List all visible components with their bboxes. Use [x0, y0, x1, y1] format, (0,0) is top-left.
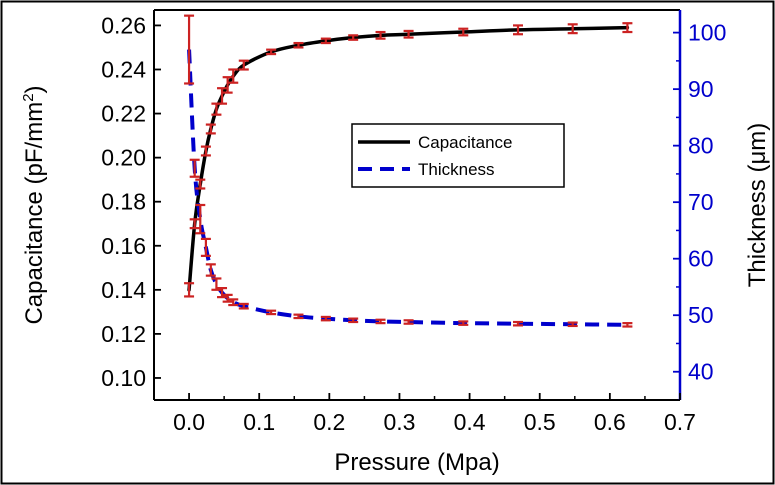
error-bar-thickness-11	[293, 313, 304, 320]
y-left-tick-label: 0.26	[101, 12, 146, 38]
error-bar-thickness-8	[228, 298, 239, 307]
error-bar-thickness-7	[222, 293, 233, 303]
error-bar-thickness-2	[195, 203, 206, 235]
legend-box	[351, 123, 565, 188]
y-right-tick-label: 50	[688, 302, 714, 328]
y-left-tick-label: 0.24	[101, 56, 146, 82]
error-bar-capacitance-3	[200, 145, 211, 157]
error-bar-thickness-18	[567, 321, 578, 328]
error-bar-capacitance-1	[189, 218, 200, 230]
error-bar-thickness-17	[512, 320, 523, 327]
y-right-tick-label: 90	[688, 76, 714, 102]
error-bar-capacitance-7	[222, 76, 233, 94]
x-axis-title: Pressure (Mpa)	[334, 449, 499, 476]
error-bar-thickness-3	[200, 237, 211, 257]
x-tick-label: 0.3	[383, 409, 415, 435]
series-layer	[184, 14, 633, 328]
x-tick-label: 0.1	[243, 409, 275, 435]
y-right-tick-label: 40	[688, 359, 714, 385]
error-bar-capacitance-8	[228, 68, 239, 84]
y-left-title-sup: 2	[20, 93, 37, 101]
error-bar-thickness-4	[205, 263, 216, 277]
error-bar-capacitance-13	[348, 34, 359, 41]
error-bar-thickness-1	[189, 158, 200, 178]
error-bar-capacitance-2	[195, 178, 206, 190]
x-tick-label: 0.2	[313, 409, 345, 435]
error-bar-capacitance-12	[320, 37, 331, 45]
error-bar-capacitance-0	[184, 282, 195, 298]
legend: Capacitance Thickness	[351, 123, 565, 188]
error-bar-thickness-0	[184, 14, 195, 85]
y-right-tick-label: 70	[688, 189, 714, 215]
error-bar-thickness-5	[211, 277, 222, 291]
error-bar-capacitance-11	[293, 41, 304, 49]
error-bar-capacitance-14	[375, 30, 386, 40]
y-left-tick-label: 0.10	[101, 365, 146, 391]
error-bar-thickness-19	[622, 322, 633, 328]
error-bar-thickness-12	[320, 315, 331, 322]
error-bar-capacitance-10	[266, 48, 277, 56]
error-bar-capacitance-19	[622, 22, 633, 34]
error-bar-capacitance-9	[238, 59, 249, 71]
y-left-tick-label: 0.18	[101, 189, 146, 215]
legend-label-capacitance: Capacitance	[418, 133, 513, 152]
error-bar-capacitance-15	[403, 29, 414, 39]
error-bar-capacitance-16	[458, 27, 469, 37]
y-left-tick-label: 0.12	[101, 321, 146, 347]
y-left-title-main: Capacitance (pF/mm	[21, 102, 48, 325]
error-bar-thickness-13	[348, 317, 359, 324]
axes-layer: 0.0 0.1 0.2 0.3 0.4 0.5 0.6 0.7 0.10 0.12 0.14 0.16…	[20, 9, 771, 476]
error-bar-capacitance-17	[512, 24, 523, 36]
y-right-tick-label: 100	[688, 20, 726, 46]
error-bar-thickness-10	[266, 309, 277, 316]
error-bar-thickness-9	[238, 302, 249, 310]
y-left-tick-label: 0.14	[101, 277, 146, 303]
error-bar-thickness-16	[458, 320, 469, 326]
x-tick-label: 0.5	[524, 409, 556, 435]
error-bar-capacitance-4	[205, 123, 216, 135]
y-left-tick-label: 0.20	[101, 145, 146, 171]
y-left-tick-label: 0.16	[101, 233, 146, 259]
error-bar-thickness-6	[217, 286, 228, 299]
y-left-tick-label: 0.22	[101, 101, 146, 127]
y-right-tick-label: 80	[688, 133, 714, 159]
x-tick-label: 0.6	[594, 409, 626, 435]
error-bar-capacitance-18	[567, 23, 578, 35]
y-left-axis-title: Capacitance (pF/mm2)	[20, 85, 48, 324]
legend-label-thickness: Thickness	[418, 160, 495, 179]
x-tick-label: 0.7	[664, 409, 696, 435]
error-bar-capacitance-6	[217, 87, 228, 105]
y-right-axis-title: Thickness (μm)	[744, 123, 771, 288]
y-right-tick-label: 60	[688, 246, 714, 272]
error-bar-thickness-14	[375, 318, 386, 325]
x-tick-label: 0.4	[454, 409, 486, 435]
y-left-title-end: )	[21, 85, 48, 93]
x-tick-label: 0.0	[173, 409, 205, 435]
error-bar-thickness-15	[403, 319, 414, 325]
